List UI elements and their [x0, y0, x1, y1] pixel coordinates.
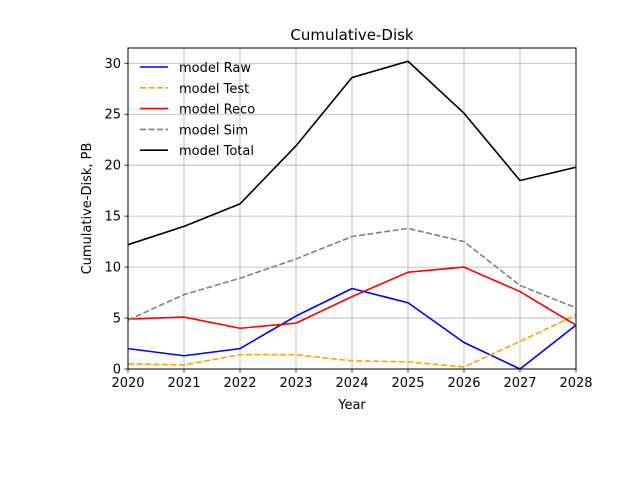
x-tick-label: 2025 [391, 376, 424, 391]
x-tick-label: 2024 [335, 376, 368, 391]
x-axis-title: Year [337, 398, 366, 413]
x-tick-label: 2023 [279, 376, 312, 391]
y-axis-title: Cumulative-Disk, PB [80, 143, 95, 275]
series-layer [127, 60, 577, 370]
series-line-model-reco [127, 266, 577, 330]
x-tick-label: 2027 [503, 376, 536, 391]
x-tick-label: 2028 [559, 376, 592, 391]
grid [127, 48, 577, 370]
x-tick-label: 2021 [167, 376, 200, 391]
y-tick-label: 10 [104, 261, 121, 276]
series-line-model-raw [127, 287, 577, 370]
y-tick-label: 30 [104, 57, 121, 72]
y-tick-label: 5 [113, 312, 121, 327]
legend-label: model Sim [179, 123, 248, 138]
series-line-model-test [127, 314, 577, 368]
y-tick-label: 0 [113, 363, 121, 378]
y-tick-label: 20 [104, 159, 121, 174]
y-tick-label: 25 [104, 108, 121, 123]
legend-label: model Test [179, 82, 249, 97]
legend-label: model Raw [179, 61, 251, 76]
legend: model Raw model Test model Reco model Sim mo… [140, 61, 255, 159]
series-line-model-sim [127, 227, 577, 321]
x-tick-label: 2026 [447, 376, 480, 391]
chart-title: Cumulative-Disk [290, 26, 414, 44]
legend-label: model Reco [179, 103, 255, 118]
series-line-model-total [127, 60, 577, 246]
axis-ticks: 2020 2021 2022 2023 2024 2025 2026 2027 20280510… [104, 57, 592, 391]
y-tick-label: 15 [104, 210, 121, 225]
x-tick-label: 2022 [223, 376, 256, 391]
legend-label: model Total [179, 144, 254, 159]
x-tick-label: 2020 [111, 376, 144, 391]
